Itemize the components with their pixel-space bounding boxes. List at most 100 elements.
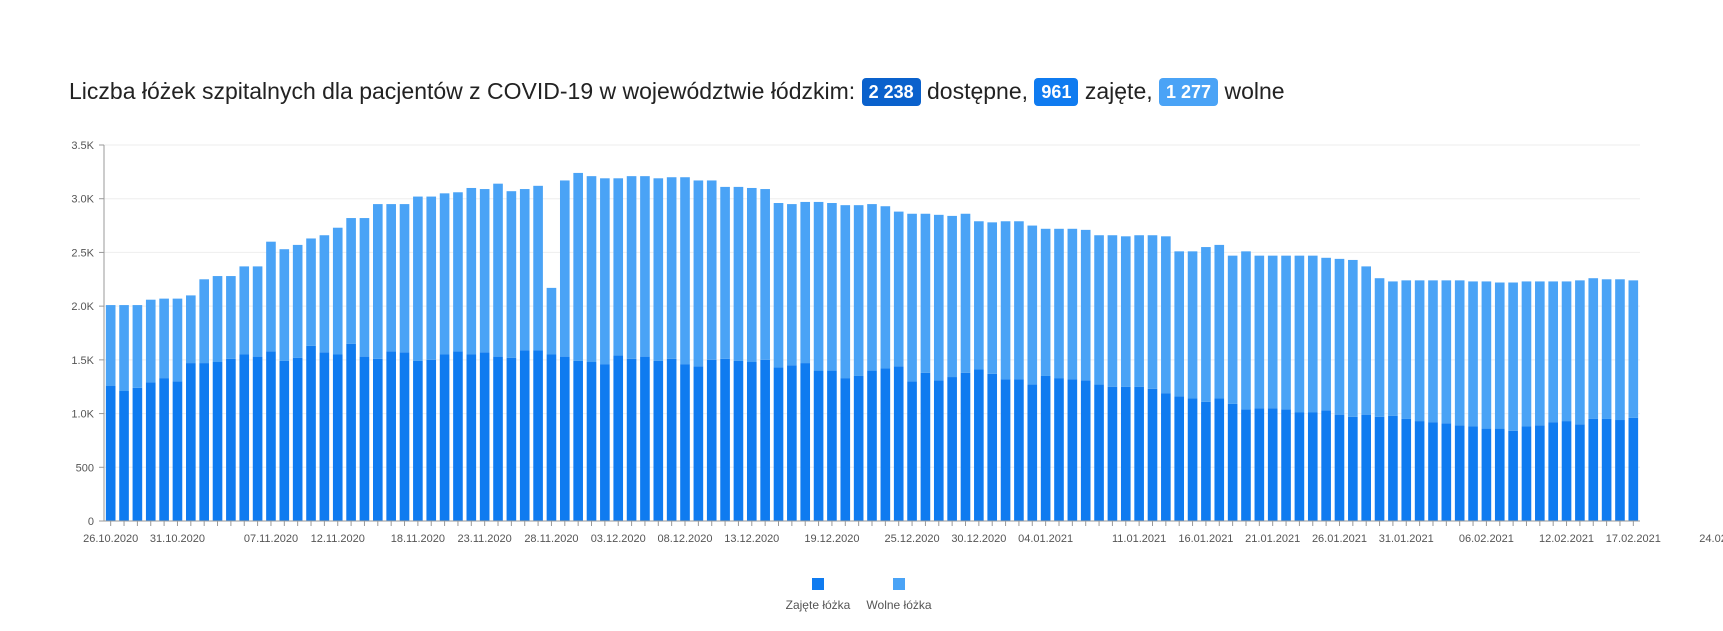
headline-prefix: Liczba łóżek szpitalnych dla pacjentów z… bbox=[69, 78, 856, 104]
bar-free bbox=[1080, 229, 1091, 381]
bar-free bbox=[119, 305, 129, 392]
legend-item-free[interactable]: Wolne łóżka bbox=[839, 578, 959, 612]
bar-free bbox=[105, 305, 116, 386]
bar-free bbox=[1388, 281, 1398, 416]
bar-occupied bbox=[666, 358, 677, 521]
chart-bars bbox=[105, 172, 1639, 521]
x-tick-label: 13.12.2020 bbox=[724, 533, 779, 545]
bar-occupied bbox=[933, 380, 944, 521]
bar-free bbox=[533, 185, 543, 351]
bar-free bbox=[413, 196, 423, 361]
bar-free bbox=[1214, 244, 1225, 399]
bar-free bbox=[1374, 278, 1385, 417]
bar-free bbox=[439, 193, 450, 355]
bar-occupied bbox=[613, 355, 624, 521]
total-beds-badge: 2 238 bbox=[861, 78, 921, 106]
bar-occupied bbox=[1548, 422, 1558, 521]
bar-occupied bbox=[145, 382, 156, 521]
bar-free bbox=[453, 192, 463, 352]
bar-occupied bbox=[760, 359, 770, 521]
bar-occupied bbox=[332, 354, 343, 521]
bar-free bbox=[987, 222, 998, 374]
bar-occupied bbox=[1481, 428, 1492, 521]
bar-free bbox=[1094, 235, 1104, 385]
bar-occupied bbox=[1000, 379, 1011, 521]
bar-occupied bbox=[1067, 379, 1078, 521]
bar-free bbox=[1615, 279, 1625, 421]
bar-occupied bbox=[546, 354, 557, 521]
bar-occupied bbox=[1161, 393, 1171, 521]
bar-free bbox=[1307, 255, 1318, 413]
bar-free bbox=[479, 189, 490, 353]
bar-occupied bbox=[306, 345, 316, 521]
bar-free bbox=[693, 180, 704, 367]
bar-occupied bbox=[159, 378, 169, 521]
bar-free bbox=[332, 227, 343, 355]
y-tick-label: 0 bbox=[88, 516, 94, 528]
bar-free bbox=[1040, 228, 1051, 376]
bar-free bbox=[239, 266, 250, 355]
bar-free bbox=[1294, 255, 1305, 413]
bar-occupied bbox=[853, 375, 864, 521]
bar-free bbox=[1481, 281, 1492, 429]
bar-free bbox=[1120, 236, 1131, 387]
bar-occupied bbox=[787, 365, 797, 521]
bar-occupied bbox=[1601, 418, 1612, 521]
bar-occupied bbox=[706, 359, 717, 521]
bar-occupied bbox=[1187, 398, 1198, 521]
bar-occupied bbox=[1174, 396, 1185, 521]
bar-occupied bbox=[680, 364, 690, 521]
bar-free bbox=[1601, 279, 1612, 419]
bar-free bbox=[1508, 282, 1518, 431]
bar-free bbox=[1441, 280, 1452, 424]
bar-free bbox=[1187, 251, 1198, 399]
x-tick-label: 30.12.2020 bbox=[951, 533, 1006, 545]
bar-free bbox=[506, 191, 517, 358]
x-tick-label: 24.02.2021 bbox=[1699, 533, 1723, 545]
bar-free bbox=[1201, 247, 1211, 402]
y-tick-label: 3.5K bbox=[71, 140, 94, 152]
bar-free bbox=[1414, 280, 1425, 422]
chart-axes: 0 500 1.0K 1.5K 2.0K 2.5K 3.0K 3.5K 26.10.2020 31… bbox=[71, 140, 1723, 545]
bar-free bbox=[1561, 281, 1572, 422]
bar-occupied bbox=[1254, 408, 1265, 521]
bar-free bbox=[319, 235, 330, 353]
bar-occupied bbox=[880, 368, 891, 521]
x-tick-label: 12.02.2021 bbox=[1539, 533, 1594, 545]
x-tick-label: 08.12.2020 bbox=[657, 533, 712, 545]
chart-headline: Liczba łóżek szpitalnych dla pacjentów z… bbox=[69, 74, 1285, 108]
bar-free bbox=[266, 241, 276, 352]
bar-occupied bbox=[827, 370, 837, 521]
bar-occupied bbox=[1054, 378, 1064, 521]
legend-item-occupied[interactable]: Zajęte łóżka bbox=[758, 578, 878, 612]
bar-free bbox=[493, 183, 503, 357]
bar-occupied bbox=[1147, 388, 1158, 521]
bar-occupied bbox=[559, 356, 570, 521]
legend-label-occupied: Zajęte łóżka bbox=[785, 598, 851, 612]
bar-free bbox=[1107, 235, 1118, 387]
bar-occupied bbox=[346, 343, 356, 521]
occupied-beds-label: zajęte, bbox=[1084, 78, 1153, 104]
bar-occupied bbox=[1294, 412, 1305, 521]
bar-free bbox=[1014, 221, 1024, 380]
bar-occupied bbox=[987, 373, 998, 521]
bar-free bbox=[626, 176, 637, 359]
x-tick-label: 26.01.2021 bbox=[1312, 533, 1367, 545]
bar-free bbox=[1588, 278, 1599, 419]
bar-free bbox=[867, 204, 877, 371]
bar-free bbox=[706, 180, 717, 360]
y-tick-label: 3.0K bbox=[71, 194, 94, 206]
bar-free bbox=[1161, 236, 1171, 394]
bar-free bbox=[132, 305, 143, 388]
bar-occupied bbox=[746, 362, 757, 521]
bar-occupied bbox=[199, 363, 209, 521]
bar-occupied bbox=[573, 360, 583, 521]
bar-occupied bbox=[1615, 420, 1625, 521]
x-tick-label: 16.01.2021 bbox=[1178, 533, 1233, 545]
bar-occupied bbox=[239, 354, 250, 521]
bar-free bbox=[1147, 235, 1158, 389]
bar-free bbox=[252, 266, 263, 357]
bar-free bbox=[145, 299, 156, 383]
bar-occupied bbox=[399, 352, 410, 521]
